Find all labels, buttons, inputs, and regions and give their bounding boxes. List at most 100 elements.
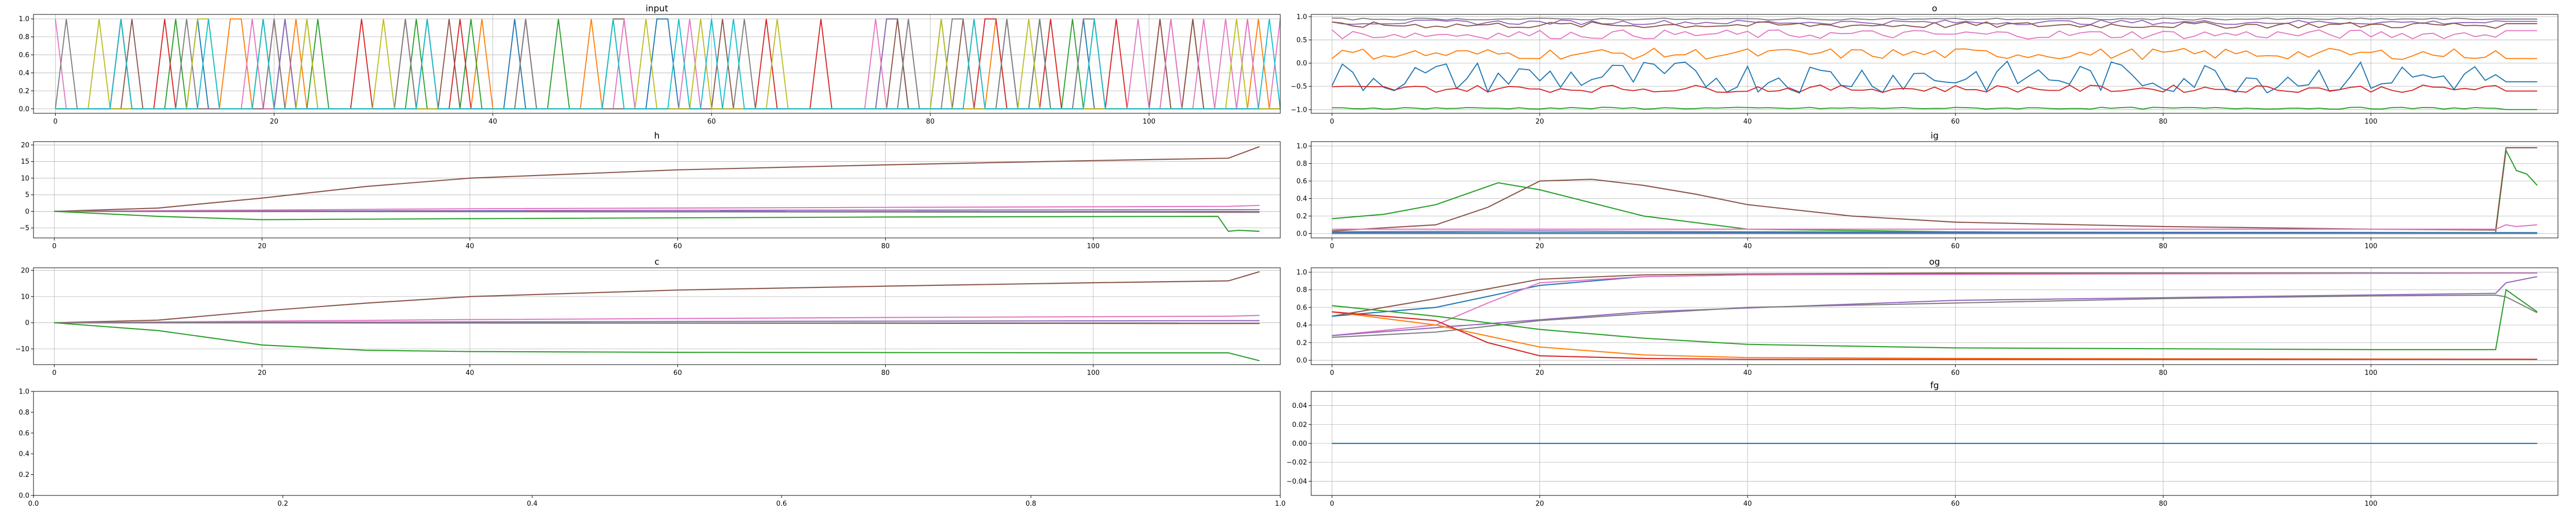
series-group [1332,147,2538,234]
x-tick-label: 60 [1951,243,1960,250]
subplot-title: og [1929,257,1940,267]
series-line-1 [55,18,1280,110]
x-tick-label: 20 [258,369,266,377]
y-tick-label: −0.04 [1286,478,1307,486]
y-tick-label: −5 [20,225,29,232]
series-line-9 [55,19,1280,110]
series-group [1332,272,2538,360]
y-tick-label: 0.2 [19,471,29,479]
series-line-6 [1332,311,2537,360]
x-tick-label: 1.0 [1275,500,1286,508]
axes-frame [1311,267,2558,365]
series-group [54,271,1260,362]
x-tick-label: 0 [1330,243,1334,250]
x-tick-label: 20 [270,118,279,126]
series-line-8 [55,18,1280,110]
series-line-3 [1332,276,2537,336]
axes-frame [33,267,1281,365]
y-tick-label: 0.8 [19,409,29,417]
x-tick-label: 40 [488,118,497,126]
x-tick-label: 60 [1951,118,1960,126]
x-tick-label: 20 [1535,369,1544,377]
axes-frame [1311,141,2558,238]
y-tick-label: −10 [15,346,29,353]
y-tick-label: 0.02 [1292,421,1307,429]
subplot-o: 0 20 40 60 80 100 −1.0 −0.5 0.0 0.5 1.0 o [1291,4,2558,126]
y-tick-label: 0.5 [1296,37,1307,44]
y-tick-label: −1.0 [1291,106,1307,114]
x-tick-label: 80 [2159,369,2167,377]
series-line-5 [1332,288,2538,350]
axes-frame [33,14,1281,114]
series-line-6 [54,322,1260,362]
y-tick-label: 0.4 [1296,322,1307,330]
y-tick-label: 0.2 [1296,213,1307,220]
series-line-7 [55,18,1280,110]
y-tick-label: 0.8 [1296,286,1307,294]
y-tick-label: 0.2 [19,88,29,95]
series-line-0 [1332,272,2537,317]
y-tick-label: 0.0 [19,106,29,113]
x-tick-label: 0.2 [278,500,289,508]
y-tick-label: 0.04 [1292,402,1307,410]
series-line-3 [55,18,1280,110]
x-tick-label: 20 [258,243,266,250]
axes-frame [33,141,1281,238]
subplot-title: ig [1930,131,1939,141]
subplot-h: 0 20 40 60 80 100 −5 0 5 10 15 20 h [20,131,1281,250]
subplot-title: fg [1930,381,1939,391]
y-tick-label: 0.8 [19,33,29,41]
y-tick-label: 0.00 [1292,440,1307,448]
y-tick-label: 0.6 [1296,304,1307,312]
y-tick-label: 1.0 [19,15,29,23]
y-tick-label: −0.02 [1286,459,1307,467]
x-tick-label: 0 [52,369,56,377]
x-tick-label: 40 [1743,369,1752,377]
x-tick-label: 100 [2365,118,2378,126]
x-tick-label: 60 [673,369,682,377]
y-tick-label: 5 [25,192,29,199]
x-tick-label: 40 [1743,500,1752,508]
series-line-6 [54,211,1260,232]
axes-frame [1311,14,2558,114]
series-line-4 [1331,60,2537,94]
y-tick-label: 0 [25,319,29,327]
series-line-1 [54,315,1260,323]
series-line-4 [55,18,1280,110]
y-tick-label: 20 [21,267,29,275]
x-tick-label: 40 [1743,243,1752,250]
series-line-0 [55,18,1280,110]
y-tick-label: 0.0 [19,492,29,500]
x-tick-label: 100 [1087,369,1100,377]
x-tick-label: 40 [466,243,474,250]
y-tick-label: 0.0 [1296,357,1307,365]
x-tick-label: 20 [1535,500,1544,508]
x-tick-label: 80 [926,118,935,126]
x-tick-label: 100 [2365,243,2378,250]
y-tick-label: 0.6 [19,52,29,59]
y-tick-label: 0.4 [19,70,29,77]
x-tick-label: 100 [1087,243,1100,250]
series-line-7 [1332,311,2537,360]
y-tick-label: 0.0 [1296,230,1307,238]
x-tick-label: 60 [673,243,682,250]
series-line-1 [1332,147,2537,232]
y-tick-label: −0.5 [1291,83,1307,91]
subplot-fg: 0 20 40 60 80 100 −0.04 −0.02 0.00 0.02 0.04 fg [1286,381,2558,508]
series-line-5 [1332,84,2537,93]
series-group [1331,18,2537,110]
y-tick-label: 0.8 [1296,160,1307,168]
series-line-0 [1332,148,2538,233]
y-tick-label: 0.0 [1296,60,1307,67]
x-tick-label: 0 [1330,118,1334,126]
axes-frame [33,391,1281,496]
series-line-0 [54,271,1260,323]
series-line-5 [54,211,1260,213]
series-line-1 [54,204,1260,212]
x-tick-label: 0.8 [1026,500,1037,508]
series-line-1 [1332,21,2537,29]
x-tick-label: 80 [881,369,890,377]
x-tick-label: 80 [2159,500,2167,508]
subplot-c: 0 20 40 60 80 100 −10 0 10 20 c [15,257,1281,377]
x-tick-label: 80 [881,243,890,250]
